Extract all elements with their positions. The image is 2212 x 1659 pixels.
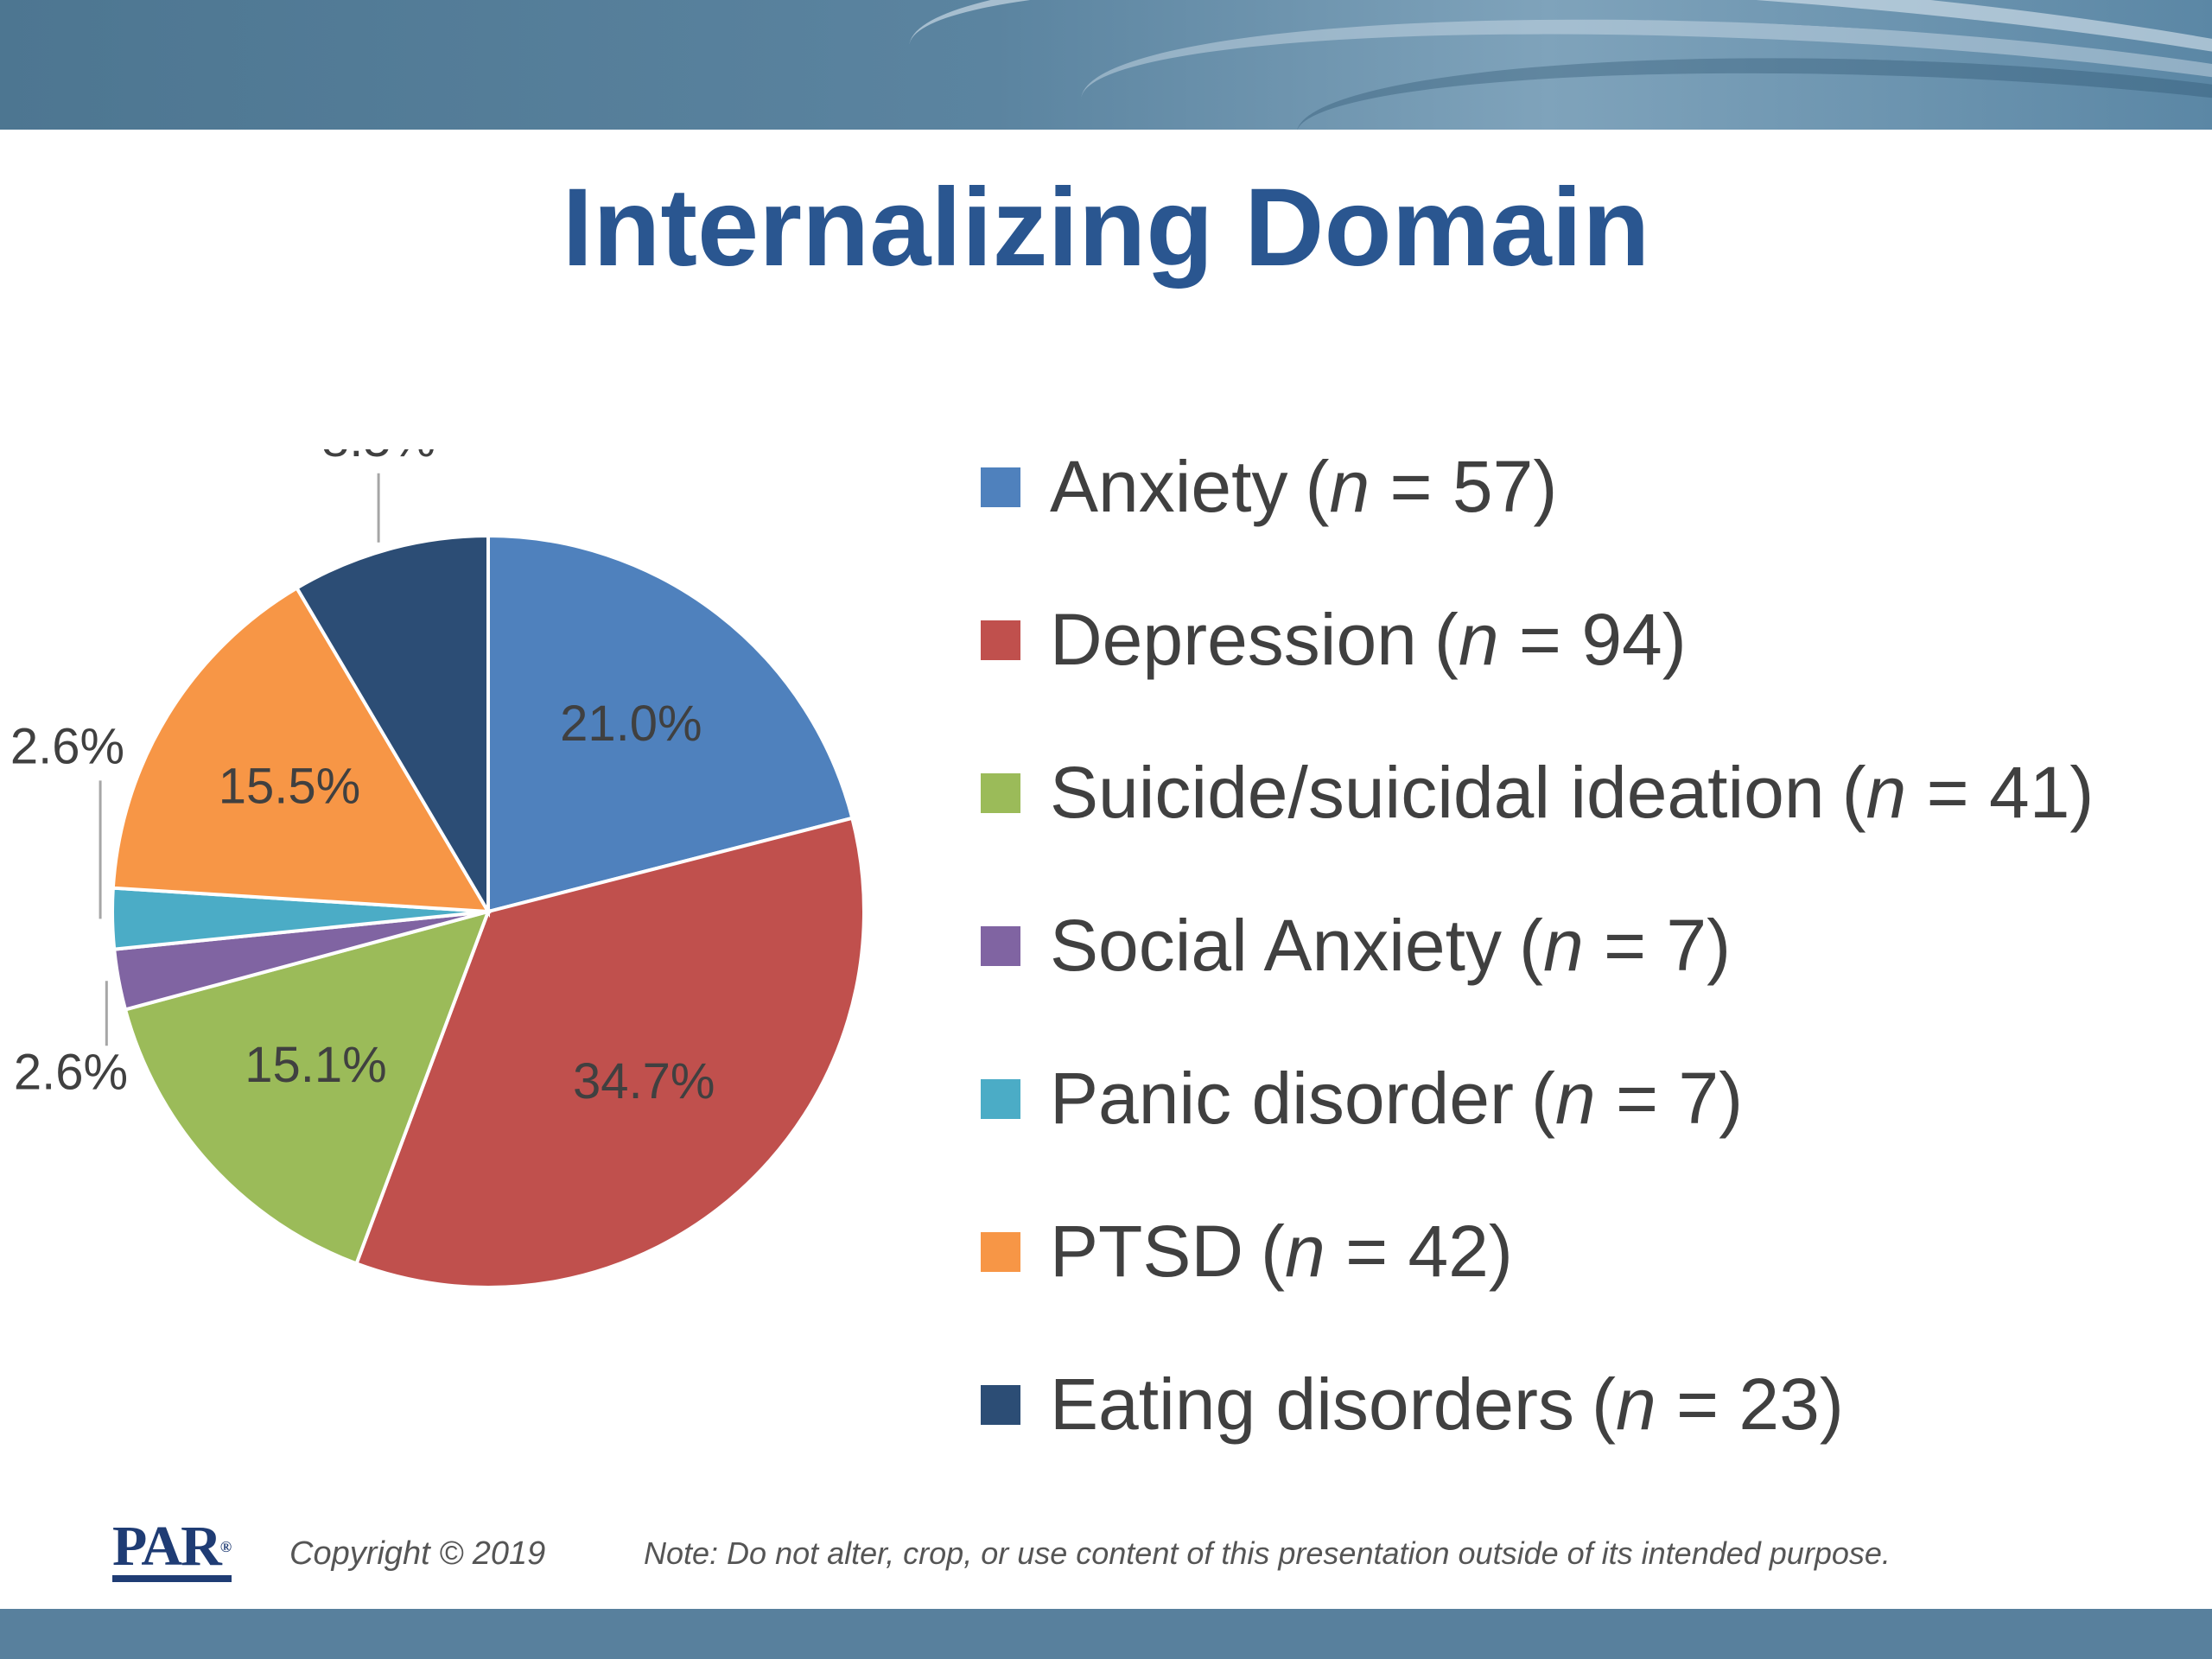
legend-label: Depression — [1050, 599, 1417, 680]
usage-note: Note: Do not alter, crop, or use content… — [644, 1535, 1891, 1571]
legend-item-depression: Depression (n = 94) — [981, 563, 2208, 716]
legend-swatch — [981, 467, 1020, 507]
legend-swatch — [981, 620, 1020, 660]
data-label-panic-disorder: 2.6% — [10, 719, 124, 775]
pie-chart: 21.0% 34.7% 15.1% 2.6% 2.6% 15.5% 8.5% — [10, 449, 866, 1289]
legend-item-suicide-suicidal-ideation: Suicide/suicidal ideation (n = 41) — [981, 716, 2208, 869]
data-label-ptsd: 15.5% — [219, 758, 360, 814]
legend-item-ptsd: PTSD (n = 42) — [981, 1175, 2208, 1328]
slide-title: Internalizing Domain — [562, 166, 1650, 289]
legend-item-anxiety: Anxiety (n = 57) — [981, 410, 2208, 563]
legend-swatch — [981, 925, 1020, 966]
data-label-eating-disorders: 8.5% — [321, 449, 435, 467]
legend-swatch — [981, 1078, 1020, 1119]
legend-label: PTSD — [1050, 1211, 1244, 1292]
legend-count: (n = 42) — [1261, 1211, 1513, 1292]
legend-label: Panic disorder — [1050, 1058, 1514, 1139]
legend-label: Eating disorders — [1050, 1363, 1574, 1445]
legend-label: Social Anxiety — [1050, 905, 1502, 986]
pie-slice-ptsd — [111, 585, 492, 914]
legend-item-panic-disorder: Panic disorder (n = 7) — [981, 1022, 2208, 1175]
data-label-depression: 34.7% — [573, 1053, 715, 1109]
chart-legend: Anxiety (n = 57) Depression (n = 94) Suicide… — [981, 410, 2208, 1481]
pie-slice-depression — [353, 816, 866, 1289]
legend-count: (n = 7) — [1518, 905, 1732, 986]
pie-slice-suicide-suicidal-ideation — [123, 909, 492, 1266]
footer-bar — [0, 1609, 2212, 1659]
pie-slice-eating-disorders — [294, 533, 490, 918]
legend-count: (n = 7) — [1530, 1058, 1744, 1139]
par-logo: PAR® — [112, 1518, 232, 1582]
header-banner — [0, 0, 2212, 130]
legend-swatch — [981, 1231, 1020, 1272]
legend-count: (n = 94) — [1433, 599, 1687, 680]
data-label-social-anxiety: 2.6% — [14, 1045, 128, 1101]
legend-label: Suicide/suicidal ideation — [1050, 752, 1825, 833]
footer: PAR® Copyright © 2019 Note: Do not alter… — [0, 1518, 2212, 1586]
legend-count: (n = 41) — [1841, 752, 2094, 833]
legend-swatch — [981, 1384, 1020, 1425]
legend-count: (n = 57) — [1305, 446, 1558, 527]
legend-item-eating-disorders: Eating disorders (n = 23) — [981, 1328, 2208, 1481]
data-label-anxiety: 21.0% — [560, 696, 702, 752]
legend-count: (n = 23) — [1592, 1363, 1844, 1445]
copyright-text: Copyright © 2019 — [289, 1535, 546, 1572]
legend-swatch — [981, 772, 1020, 813]
legend-item-social-anxiety: Social Anxiety (n = 7) — [981, 869, 2208, 1022]
data-label-suicide-suicidal-ideation: 15.1% — [245, 1037, 386, 1093]
pie-slice-anxiety — [486, 533, 855, 914]
legend-label: Anxiety — [1050, 446, 1288, 527]
